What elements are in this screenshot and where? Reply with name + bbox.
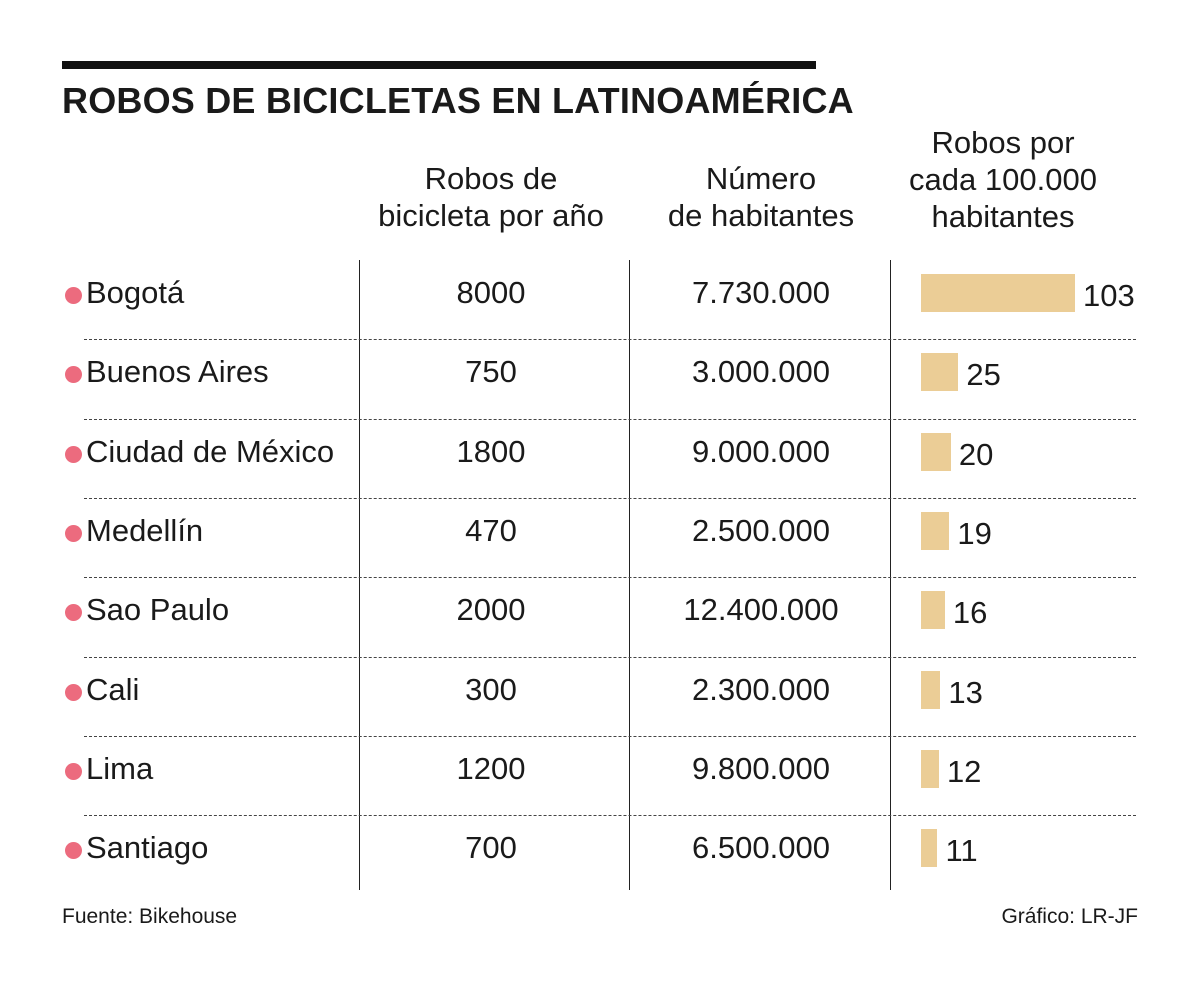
robos-value: 470 [465,512,517,548]
robos-value: 8000 [456,275,526,310]
rate-bar [921,749,939,788]
header-habitantes: Número de habitantes [667,161,855,233]
rate-bar [921,591,945,630]
habitantes-value: 2.500.000 [692,512,830,548]
column-divider [890,260,891,890]
table-row: Cali 300 2.300.000 13 [0,659,1200,739]
rate-value-label: 20 [958,436,994,472]
city-bullet [65,604,82,622]
rate-bar [921,670,941,709]
city-name: Medellín [86,512,204,548]
table-row: Santiago 700 6.500.000 11 [0,817,1200,897]
robos-value: 300 [465,671,517,707]
rate-value-label: 11 [945,833,978,869]
city-name: Ciudad de México [86,433,335,469]
robos-value: 700 [465,830,517,866]
table-row: Buenos Aires 750 3.000.000 25 [0,341,1200,421]
table-row: Bogotá 8000 7.730.000 103 [0,262,1200,342]
rate-bar [921,432,951,471]
top-rule [62,61,816,69]
row-separator [84,577,1136,579]
rate-value-label: 25 [966,357,1001,393]
city-bullet [65,683,82,701]
rate-value-label: 103 [1083,278,1135,313]
city-bullet [65,842,82,860]
header-robos: Robos de bicicleta por año [378,161,604,233]
rate-bar [921,511,950,550]
habitantes-value: 7.730.000 [692,275,830,310]
row-separator [84,339,1136,341]
city-name: Sao Paulo [86,592,230,628]
city-name: Bogotá [86,275,185,310]
footer-source: Fuente: Bikehouse [62,905,238,928]
habitantes-value: 3.000.000 [692,354,830,390]
column-divider [359,260,360,890]
table-row: Lima 1200 9.800.000 12 [0,738,1200,818]
row-separator [84,656,1136,658]
city-name: Buenos Aires [86,354,269,390]
table-row: Ciudad de México 1800 9.000.000 20 [0,421,1200,501]
rate-bar [921,274,1075,312]
chart-title: ROBOS DE BICICLETAS EN LATINOAMÉRICA [62,80,854,121]
table-row: Medellín 470 2.500.000 19 [0,500,1200,580]
row-separator [84,418,1136,420]
robos-value: 750 [465,354,517,390]
habitantes-value: 9.000.000 [692,433,830,469]
city-name: Santiago [86,830,209,866]
city-name: Lima [86,750,154,786]
city-name: Cali [86,671,140,707]
rate-value-label: 16 [952,595,988,631]
robos-value: 1200 [456,750,526,786]
city-bullet [65,366,82,384]
rate-bar [921,829,938,868]
rate-bar [921,353,959,392]
rate-value-label: 19 [957,515,992,551]
footer-credit: Gráfico: LR-JF [1001,905,1138,928]
robos-value: 2000 [456,592,526,628]
robos-value: 1800 [456,433,526,469]
row-separator [84,815,1136,817]
city-bullet [65,524,82,542]
habitantes-value: 6.500.000 [692,830,830,866]
habitantes-value: 2.300.000 [692,671,830,707]
rate-value-label: 12 [946,753,982,789]
row-separator [84,497,1136,499]
city-bullet [65,287,82,304]
habitantes-value: 12.400.000 [683,592,839,628]
table-row: Sao Paulo 2000 12.400.000 16 [0,579,1200,659]
header-rate: Robos por cada 100.000 habitantes [909,125,1097,234]
city-bullet [65,762,82,780]
rate-value-label: 13 [948,674,983,710]
column-divider [629,260,630,890]
habitantes-value: 9.800.000 [692,750,830,786]
row-separator [84,735,1136,737]
city-bullet [65,445,82,463]
